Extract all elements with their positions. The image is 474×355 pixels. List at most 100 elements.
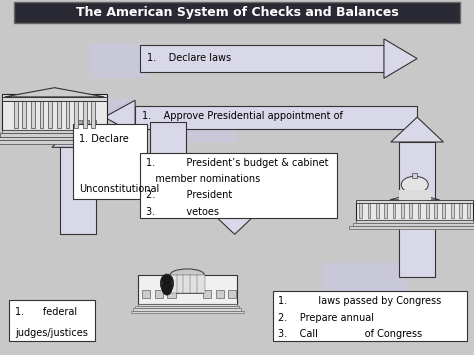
Bar xyxy=(90,99,133,135)
Bar xyxy=(217,154,252,209)
Bar xyxy=(356,220,473,223)
Bar xyxy=(91,120,96,124)
Polygon shape xyxy=(391,117,444,142)
Bar xyxy=(420,190,422,199)
Bar xyxy=(356,200,473,203)
Bar xyxy=(131,311,244,313)
Bar xyxy=(349,226,474,229)
Text: 2.          President: 2. President xyxy=(146,190,232,200)
Text: 1. Declare: 1. Declare xyxy=(79,134,129,144)
Bar xyxy=(418,203,420,218)
Text: judges/justices: judges/justices xyxy=(15,328,88,338)
Bar xyxy=(170,275,204,293)
Bar xyxy=(408,190,410,199)
Bar xyxy=(451,203,454,218)
Text: 1.      federal: 1. federal xyxy=(15,307,77,317)
Bar xyxy=(73,108,100,128)
Bar xyxy=(137,275,237,304)
Bar xyxy=(170,275,178,293)
Bar xyxy=(91,101,95,128)
Bar xyxy=(0,133,109,137)
Bar xyxy=(137,304,237,306)
Bar xyxy=(197,275,205,293)
Bar xyxy=(424,190,426,199)
Bar xyxy=(84,120,89,124)
Bar xyxy=(416,190,418,199)
Bar xyxy=(356,202,473,220)
Bar xyxy=(404,190,406,199)
Text: 1.          President’s budget & cabinet: 1. President’s budget & cabinet xyxy=(146,158,328,168)
Bar xyxy=(74,101,78,128)
Bar xyxy=(273,291,467,341)
Text: Unconstitutional: Unconstitutional xyxy=(79,184,159,194)
Polygon shape xyxy=(5,88,104,97)
Bar xyxy=(412,190,414,199)
Ellipse shape xyxy=(162,282,172,295)
Bar xyxy=(155,290,163,299)
Polygon shape xyxy=(52,122,104,147)
Text: The American System of Checks and Balances: The American System of Checks and Balanc… xyxy=(76,6,398,19)
Bar xyxy=(9,300,95,341)
Bar xyxy=(151,122,186,172)
Bar xyxy=(2,94,107,130)
Bar xyxy=(22,101,26,128)
Bar xyxy=(83,101,87,128)
Text: member nominations: member nominations xyxy=(146,174,260,184)
Ellipse shape xyxy=(401,176,428,193)
Bar xyxy=(228,290,237,299)
Bar xyxy=(409,203,412,218)
Polygon shape xyxy=(209,209,261,234)
Bar xyxy=(384,203,387,218)
Bar xyxy=(77,120,82,124)
Bar xyxy=(133,308,241,311)
Polygon shape xyxy=(142,172,194,197)
Bar xyxy=(203,290,211,299)
Text: 3.          vetoes: 3. vetoes xyxy=(146,207,219,217)
Bar xyxy=(90,43,147,78)
Bar xyxy=(135,105,417,129)
Bar xyxy=(401,203,404,218)
Bar xyxy=(40,101,44,128)
Circle shape xyxy=(163,276,172,283)
Bar xyxy=(190,275,198,293)
Bar xyxy=(136,306,239,308)
Bar xyxy=(399,142,435,277)
Bar xyxy=(399,190,430,200)
Bar xyxy=(140,45,384,72)
Bar xyxy=(359,203,362,218)
Bar xyxy=(322,263,408,298)
Bar xyxy=(140,153,337,218)
Bar xyxy=(0,137,112,140)
Text: 3.    Call               of Congress: 3. Call of Congress xyxy=(278,329,422,339)
Bar xyxy=(177,275,184,293)
Bar xyxy=(152,114,237,142)
Bar xyxy=(0,140,115,144)
Text: 2.    Prepare annual: 2. Prepare annual xyxy=(278,313,374,323)
Bar xyxy=(61,147,96,234)
Bar xyxy=(368,203,370,218)
Bar xyxy=(426,203,428,218)
Bar xyxy=(2,130,107,133)
Text: 1.    Approve Presidential appointment of: 1. Approve Presidential appointment of xyxy=(142,111,343,121)
Bar xyxy=(459,203,462,218)
Bar xyxy=(467,203,470,218)
Bar xyxy=(353,223,474,226)
Bar xyxy=(434,203,437,218)
Polygon shape xyxy=(104,100,135,134)
Ellipse shape xyxy=(160,274,173,293)
Bar xyxy=(2,97,107,101)
Bar xyxy=(48,101,52,128)
Bar xyxy=(65,101,69,128)
Text: 1.    Declare laws: 1. Declare laws xyxy=(147,53,231,62)
Bar xyxy=(142,290,150,299)
Text: 1.          laws passed by Congress: 1. laws passed by Congress xyxy=(278,296,441,306)
Bar xyxy=(216,290,224,299)
Bar xyxy=(31,101,35,128)
Polygon shape xyxy=(384,39,417,78)
Bar xyxy=(183,275,191,293)
Bar xyxy=(14,101,18,128)
Bar xyxy=(443,203,445,218)
Bar xyxy=(376,203,379,218)
Bar xyxy=(412,173,417,178)
Bar xyxy=(392,203,395,218)
